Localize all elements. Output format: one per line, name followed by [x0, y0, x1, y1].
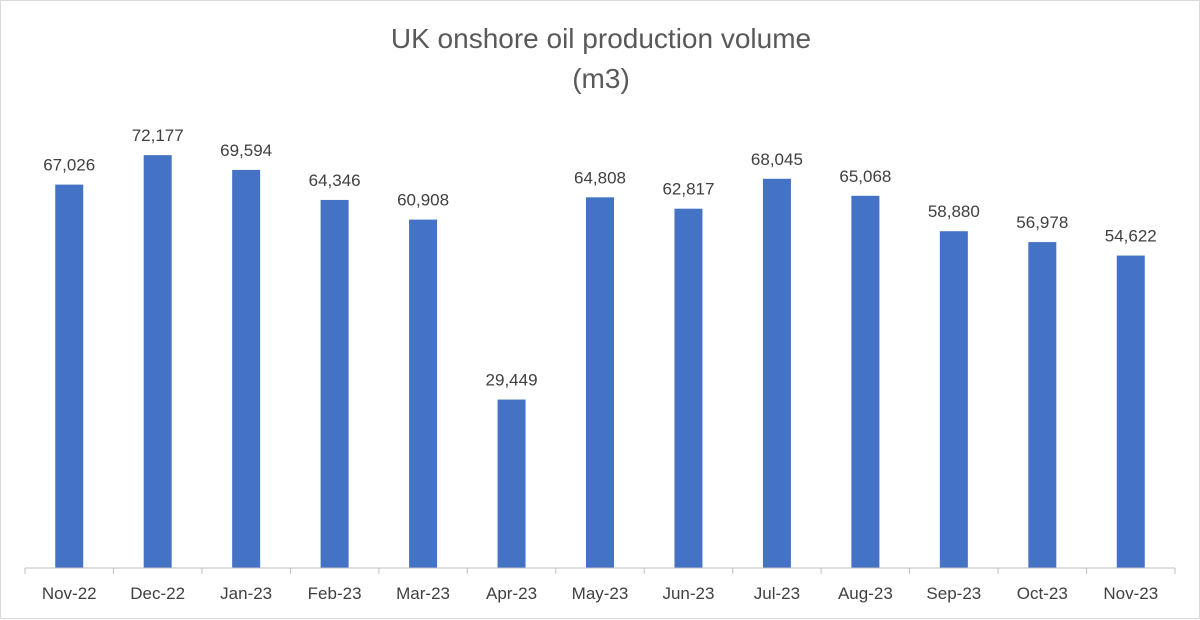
data-label: 69,594	[220, 141, 272, 160]
chart-title-units: (m3)	[572, 63, 630, 94]
data-label: 29,449	[486, 371, 538, 390]
data-label: 64,346	[309, 171, 361, 190]
x-tick-label: Nov-22	[42, 584, 97, 603]
x-tick-label: Dec-22	[130, 584, 185, 603]
data-label: 65,068	[839, 167, 891, 186]
bar	[1116, 255, 1145, 568]
x-tick-label: Apr-23	[486, 584, 537, 603]
bars-group	[55, 155, 1145, 569]
bar	[851, 195, 880, 568]
bar	[497, 399, 526, 568]
x-axis: Nov-22 Dec-22 Jan-23 Feb-23 Mar-23 Apr-23 May-…	[24, 567, 1176, 603]
data-label: 56,978	[1016, 213, 1068, 232]
x-tick-label: Aug-23	[838, 584, 893, 603]
data-label: 58,880	[928, 202, 980, 221]
bar	[55, 184, 84, 569]
data-label: 62,817	[662, 180, 714, 199]
bar	[1028, 242, 1057, 568]
data-label: 67,026	[43, 156, 95, 175]
bar	[674, 208, 703, 568]
data-labels-group: 67,026 72,177 69,594 64,346 60,908 29,449 64,8…	[43, 126, 1157, 389]
bar	[939, 231, 968, 568]
x-tick-label: Nov-23	[1103, 584, 1158, 603]
x-tick-label: Oct-23	[1017, 584, 1068, 603]
chart-title-main: UK onshore oil production volume	[390, 23, 812, 54]
bar	[586, 197, 614, 569]
data-label: 64,808	[574, 168, 626, 187]
data-label: 68,045	[751, 150, 803, 169]
x-tick-label: May-23	[572, 584, 629, 603]
data-label: 54,622	[1105, 227, 1157, 246]
bar	[143, 155, 172, 568]
bar	[409, 219, 438, 568]
x-tick-label: Mar-23	[396, 584, 450, 603]
bar	[232, 169, 261, 569]
x-tick-label: Feb-23	[308, 584, 362, 603]
x-tick-label: Jun-23	[662, 584, 714, 603]
chart-title: UK onshore oil production volume (m3)	[1, 19, 1200, 99]
bar	[320, 199, 349, 568]
bar	[762, 178, 791, 568]
data-label: 72,177	[132, 126, 184, 145]
data-label: 60,908	[397, 191, 449, 210]
x-tick-label: Jan-23	[220, 584, 272, 603]
x-tick-label: Jul-23	[754, 584, 800, 603]
x-tick-label: Sep-23	[926, 584, 981, 603]
